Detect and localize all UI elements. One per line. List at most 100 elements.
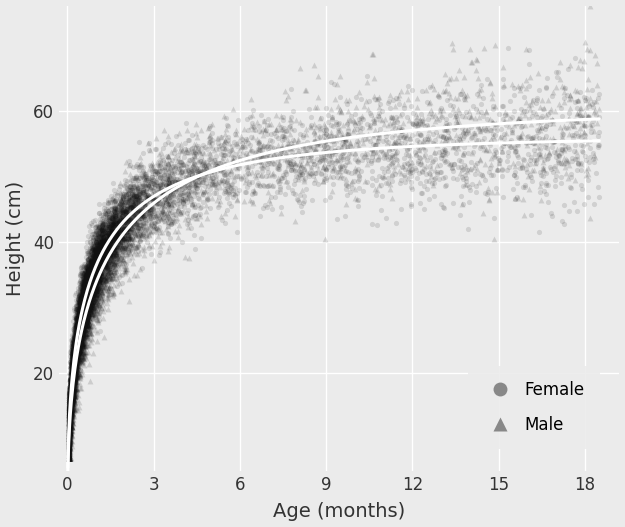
Point (64, 411, 74, 419)
Point (94, 275, 104, 284)
Point (483, 188, 493, 196)
Point (91, 283, 101, 291)
Point (64, 438, 74, 447)
Point (89, 289, 99, 298)
Point (364, 137, 374, 145)
Point (72, 391, 82, 399)
Point (149, 180, 159, 188)
Point (219, 150, 229, 159)
Point (79, 282, 89, 290)
Point (81, 286, 91, 294)
Point (69, 366, 79, 374)
Point (87, 257, 97, 265)
Point (92, 302, 102, 311)
Point (298, 133, 308, 141)
Point (70, 353, 80, 361)
Point (83, 274, 93, 282)
Point (304, 143, 314, 151)
Point (72, 343, 82, 351)
Point (211, 145, 221, 153)
Point (101, 210, 111, 218)
Point (439, 156, 449, 164)
Point (78, 323, 88, 331)
Point (86, 334, 96, 342)
Point (64, 448, 74, 457)
Point (93, 253, 103, 262)
Point (342, 118, 352, 126)
Point (90, 309, 100, 318)
Point (79, 281, 89, 290)
Point (72, 372, 82, 380)
Point (86, 258, 96, 266)
Point (211, 152, 221, 160)
Point (121, 211, 131, 220)
Point (124, 211, 134, 220)
Point (81, 290, 91, 299)
Point (64, 425, 74, 433)
Point (76, 299, 86, 307)
Point (72, 356, 82, 364)
Point (102, 233, 112, 241)
Point (241, 135, 251, 144)
Point (88, 252, 98, 261)
Point (195, 180, 205, 188)
Point (282, 145, 292, 153)
Point (114, 218, 124, 226)
Point (440, 158, 450, 166)
Point (109, 220, 119, 228)
Point (256, 161, 266, 169)
Point (129, 212, 139, 221)
Point (135, 237, 145, 245)
Point (161, 181, 171, 189)
Point (98, 221, 108, 230)
Point (92, 260, 102, 269)
Point (94, 236, 104, 245)
Point (80, 305, 90, 313)
Point (163, 200, 173, 209)
Point (76, 288, 86, 297)
Point (111, 250, 121, 259)
Point (95, 260, 105, 268)
Point (282, 157, 292, 165)
Point (76, 329, 86, 338)
Point (88, 289, 98, 297)
Point (331, 132, 341, 140)
Point (587, 86, 597, 95)
Point (72, 336, 82, 345)
Point (84, 290, 94, 299)
Point (82, 317, 92, 325)
Point (121, 226, 131, 235)
Point (134, 235, 144, 243)
Point (72, 314, 82, 322)
Point (128, 196, 138, 204)
Point (94, 272, 104, 281)
Point (111, 275, 121, 284)
Point (137, 179, 147, 188)
Point (261, 143, 271, 151)
Point (79, 278, 89, 286)
Point (66, 397, 76, 405)
Point (66, 383, 76, 391)
Point (321, 164, 331, 172)
Point (98, 250, 107, 258)
Point (99, 241, 109, 250)
Point (125, 197, 135, 206)
Point (89, 255, 99, 263)
Point (551, 148, 561, 156)
Point (282, 136, 292, 144)
Point (69, 377, 79, 385)
Point (194, 145, 204, 154)
Point (88, 279, 98, 288)
Point (91, 289, 101, 297)
Point (65, 379, 75, 388)
Point (107, 222, 118, 230)
Point (78, 306, 88, 315)
Point (69, 372, 79, 380)
Point (98, 241, 108, 249)
Point (417, 140, 427, 149)
Point (100, 248, 110, 257)
Point (132, 220, 142, 229)
Point (107, 213, 118, 221)
Point (147, 169, 157, 177)
Point (79, 285, 89, 293)
